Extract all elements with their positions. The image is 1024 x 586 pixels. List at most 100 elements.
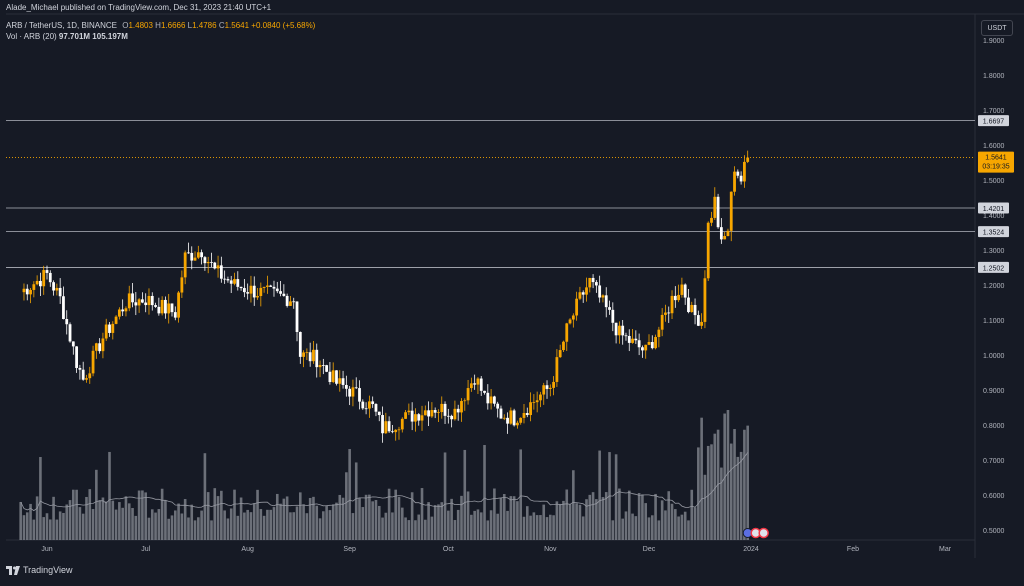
candle-body[interactable] (407, 410, 411, 413)
candle-body[interactable] (673, 295, 677, 301)
candle-body[interactable] (417, 414, 421, 421)
candle-body[interactable] (492, 396, 496, 404)
candle-body[interactable] (315, 349, 319, 368)
candle-body[interactable] (29, 289, 32, 295)
candle-body[interactable] (71, 341, 75, 347)
candle-body[interactable] (529, 402, 532, 416)
candle-body[interactable] (558, 350, 562, 358)
candle-body[interactable] (604, 295, 608, 308)
candle-body[interactable] (318, 365, 322, 368)
candle-body[interactable] (404, 412, 407, 419)
candle-body[interactable] (446, 415, 450, 417)
candle-body[interactable] (62, 296, 65, 320)
candle-body[interactable] (729, 191, 733, 231)
candle-body[interactable] (55, 287, 59, 291)
candle-body[interactable] (173, 312, 177, 318)
candle-body[interactable] (22, 288, 26, 293)
candle-body[interactable] (111, 323, 115, 333)
candle-body[interactable] (203, 257, 207, 264)
candle-body[interactable] (706, 222, 710, 279)
candle-body[interactable] (588, 277, 592, 288)
candle-body[interactable] (617, 325, 621, 336)
candle-body[interactable] (117, 309, 121, 317)
candle-body[interactable] (246, 292, 250, 294)
candle-body[interactable] (624, 335, 628, 337)
candle-body[interactable] (91, 350, 95, 374)
candle-body[interactable] (696, 315, 700, 326)
candle-body[interactable] (535, 400, 539, 403)
candle-body[interactable] (657, 329, 661, 337)
candle-body[interactable] (381, 415, 384, 434)
candle-body[interactable] (598, 285, 602, 298)
candle-body[interactable] (78, 367, 82, 370)
candle-body[interactable] (683, 284, 687, 298)
candle-body[interactable] (325, 365, 329, 372)
candle-body[interactable] (571, 315, 575, 320)
candle-body[interactable] (410, 410, 414, 422)
candle-body[interactable] (358, 388, 361, 402)
candle-body[interactable] (256, 296, 259, 298)
candle-body[interactable] (512, 410, 516, 426)
candle-body[interactable] (634, 338, 638, 341)
candle-body[interactable] (308, 352, 312, 362)
candle-body[interactable] (466, 388, 470, 401)
candle-body[interactable] (499, 408, 503, 419)
candle-body[interactable] (341, 378, 345, 385)
candle-body[interactable] (377, 411, 381, 416)
candle-body[interactable] (147, 295, 151, 306)
candle-body[interactable] (670, 295, 674, 314)
candle-body[interactable] (387, 421, 391, 432)
candle-body[interactable] (213, 262, 217, 269)
candle-body[interactable] (660, 314, 664, 330)
candle-body[interactable] (496, 403, 500, 409)
candle-body[interactable] (279, 291, 282, 294)
candle-body[interactable] (239, 286, 243, 289)
candle-body[interactable] (650, 342, 654, 349)
candle-body[interactable] (144, 302, 148, 306)
candle-body[interactable] (548, 387, 552, 389)
candle-body[interactable] (216, 265, 220, 269)
candle-body[interactable] (183, 252, 187, 278)
candle-body[interactable] (344, 384, 348, 389)
candle-body[interactable] (52, 282, 55, 291)
candle-body[interactable] (746, 157, 750, 162)
candle-body[interactable] (397, 429, 401, 431)
candle-body[interactable] (134, 302, 138, 306)
candle-body[interactable] (39, 280, 42, 287)
candle-body[interactable] (562, 341, 565, 351)
candle-body[interactable] (443, 403, 447, 416)
candle-body[interactable] (81, 369, 85, 380)
candle-body[interactable] (108, 324, 111, 333)
candle-body[interactable] (733, 171, 736, 192)
currency-button[interactable]: USDT (981, 20, 1013, 36)
candle-body[interactable] (693, 304, 697, 316)
candle-body[interactable] (302, 352, 305, 357)
candle-body[interactable] (463, 400, 467, 402)
candle-body[interactable] (252, 285, 256, 298)
candle-body[interactable] (667, 312, 671, 314)
candle-body[interactable] (506, 417, 509, 424)
candle-body[interactable] (585, 287, 588, 295)
candle-body[interactable] (371, 401, 375, 405)
candle-body[interactable] (45, 270, 49, 273)
candle-body[interactable] (351, 387, 355, 397)
candle-body[interactable] (137, 299, 141, 306)
flag-event-icon[interactable] (758, 527, 769, 539)
candle-body[interactable] (331, 370, 335, 383)
candle-body[interactable] (726, 230, 730, 237)
candle-body[interactable] (450, 415, 454, 420)
candle-body[interactable] (104, 324, 108, 339)
candle-body[interactable] (354, 387, 358, 389)
candle-body[interactable] (539, 394, 542, 401)
candle-body[interactable] (608, 307, 611, 310)
candle-body[interactable] (594, 282, 598, 286)
candle-body[interactable] (479, 378, 483, 391)
candle-body[interactable] (647, 342, 651, 345)
candle-body[interactable] (321, 365, 325, 366)
candle-body[interactable] (167, 303, 171, 314)
candle-body[interactable] (275, 288, 279, 292)
candle-body[interactable] (65, 319, 69, 325)
candle-body[interactable] (601, 295, 605, 298)
volume-label[interactable]: Vol · ARB (20) (6, 32, 57, 41)
candle-body[interactable] (430, 410, 434, 417)
